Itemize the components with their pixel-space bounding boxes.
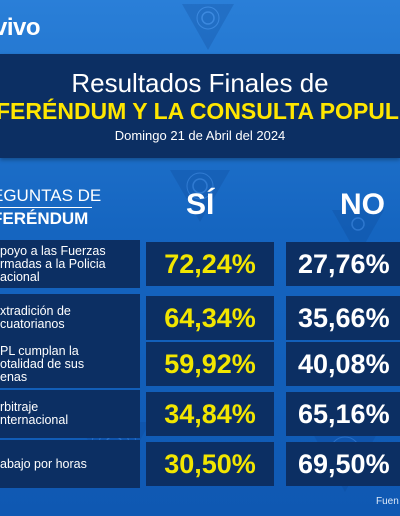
yes-percentage: 64,34% bbox=[146, 296, 274, 340]
result-row: abajo por horas 30,50% 69,50% bbox=[0, 440, 400, 488]
question-line: PL cumplan la bbox=[0, 343, 79, 358]
watermark-emblem-icon bbox=[170, 170, 230, 222]
no-percentage: 40,08% bbox=[286, 342, 400, 386]
result-row: PL cumplan la otalidad de sus enas 59,92… bbox=[0, 340, 400, 388]
result-row: xtradición de cuatorianos 64,34% 35,66% bbox=[0, 294, 400, 342]
no-percentage: 69,50% bbox=[286, 442, 400, 486]
question-text: rbitraje nternacional bbox=[0, 401, 68, 427]
question-line: poyo a las Fuerzas bbox=[0, 243, 106, 258]
question-line: acional bbox=[0, 269, 40, 284]
questions-header-line-1: EGUNTAS DE bbox=[0, 186, 102, 205]
result-row: rbitraje nternacional 34,84% 65,16% bbox=[0, 390, 400, 438]
question-line: abajo por horas bbox=[0, 456, 87, 471]
yes-percentage: 72,24% bbox=[146, 242, 274, 286]
no-column-header: NO bbox=[340, 188, 385, 221]
brand-logo: vivo bbox=[0, 14, 41, 41]
title-banner: Resultados Finales de FERÉNDUM Y LA CONS… bbox=[0, 54, 400, 158]
no-percentage: 35,66% bbox=[286, 296, 400, 340]
question-cell: xtradición de cuatorianos bbox=[0, 294, 140, 342]
question-cell: rbitraje nternacional bbox=[0, 390, 140, 438]
yes-percentage: 59,92% bbox=[146, 342, 274, 386]
no-percentage: 27,76% bbox=[286, 242, 400, 286]
question-cell: poyo a las Fuerzas rmadas a la Policia a… bbox=[0, 240, 140, 288]
source-note: Fuen bbox=[376, 496, 399, 507]
yes-percentage: 34,84% bbox=[146, 392, 274, 436]
header-divider bbox=[0, 207, 92, 208]
question-line: cuatorianos bbox=[0, 317, 65, 331]
yes-percentage: 30,50% bbox=[146, 442, 274, 486]
question-line: rmadas a la Policia bbox=[0, 256, 106, 271]
question-cell: abajo por horas bbox=[0, 440, 140, 488]
title-line-1: Resultados Finales de bbox=[71, 68, 329, 98]
question-line: otalidad de sus bbox=[0, 356, 85, 371]
question-line: xtradición de bbox=[0, 304, 71, 318]
question-line: rbitraje bbox=[0, 400, 39, 414]
yes-column-header: SÍ bbox=[186, 188, 215, 221]
question-text: poyo a las Fuerzas rmadas a la Policia a… bbox=[0, 243, 106, 284]
questions-header: EGUNTAS DE FERÉNDUM bbox=[0, 186, 101, 228]
question-line: nternacional bbox=[0, 413, 69, 427]
question-text: PL cumplan la otalidad de sus enas bbox=[0, 343, 85, 384]
title-line-2: FERÉNDUM Y LA CONSULTA POPUL bbox=[0, 98, 399, 124]
question-text: xtradición de cuatorianos bbox=[0, 305, 71, 331]
question-cell: PL cumplan la otalidad de sus enas bbox=[0, 340, 140, 388]
result-row: poyo a las Fuerzas rmadas a la Policia a… bbox=[0, 240, 400, 288]
watermark-emblem-icon bbox=[182, 4, 234, 50]
date-subtitle: Domingo 21 de Abril del 2024 bbox=[114, 128, 286, 143]
question-text: abajo por horas bbox=[0, 456, 87, 471]
watermark-emblem-icon bbox=[332, 210, 384, 256]
question-line: enas bbox=[0, 369, 28, 384]
no-percentage: 65,16% bbox=[286, 392, 400, 436]
questions-header-line-2: FERÉNDUM bbox=[0, 209, 89, 228]
